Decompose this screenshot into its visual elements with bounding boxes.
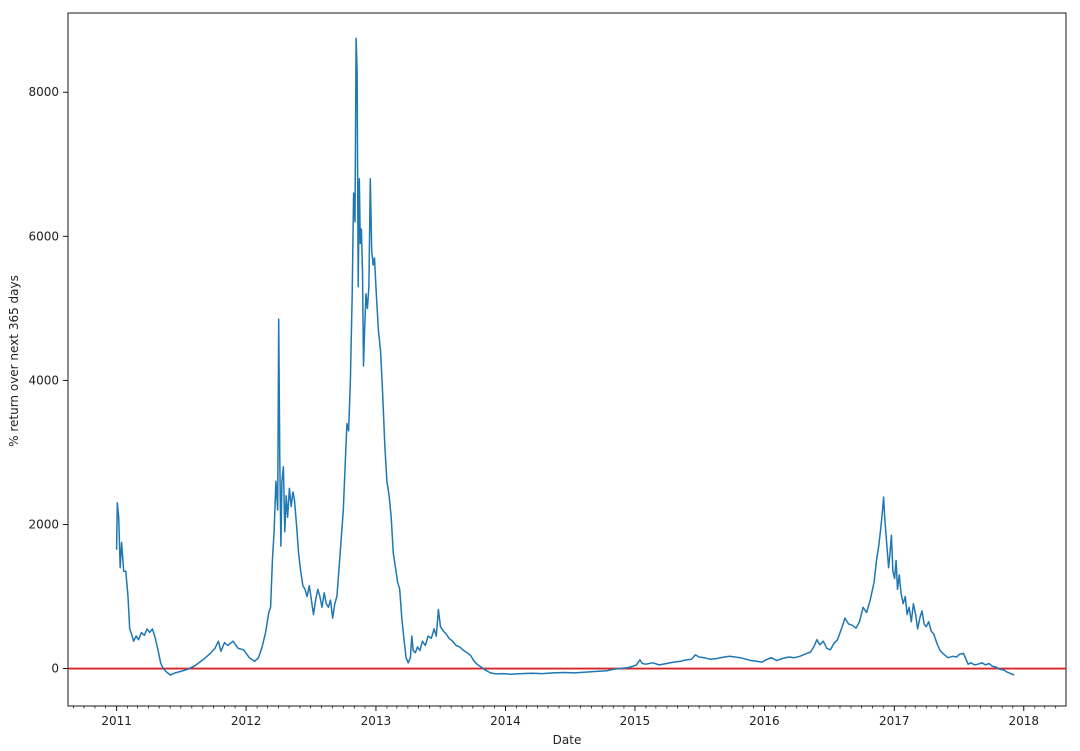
x-tick-label: 2013	[361, 714, 392, 728]
y-tick-label: 0	[51, 662, 59, 676]
x-tick-label: 2017	[879, 714, 910, 728]
x-tick-label: 2016	[749, 714, 780, 728]
series-line	[115, 37, 1015, 676]
y-tick-label: 4000	[28, 373, 59, 387]
x-tick-label: 2018	[1009, 714, 1040, 728]
plot-frame	[67, 12, 1067, 707]
y-axis: 0 2000 4000 6000 8000	[28, 85, 68, 676]
y-tick-label: 6000	[28, 229, 59, 243]
x-tick-label: 2015	[620, 714, 651, 728]
y-tick-label: 8000	[28, 85, 59, 99]
x-tick-label: 2014	[490, 714, 521, 728]
x-tick-label: 2011	[101, 714, 132, 728]
x-tick-label: 2012	[231, 714, 262, 728]
x-axis: 2011 2012 2013 2014 2015 2016 2017 2018	[72, 706, 1057, 728]
y-tick-label: 2000	[28, 517, 59, 531]
x-axis-label: Date	[553, 733, 582, 747]
y-axis-label: % return over next 365 days	[7, 275, 21, 447]
